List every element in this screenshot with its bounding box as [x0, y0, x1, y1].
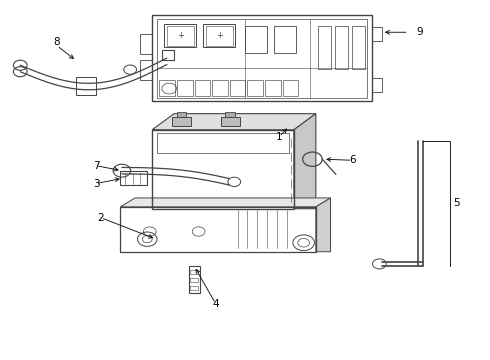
Bar: [157, 19, 367, 98]
Bar: [203, 24, 235, 47]
Bar: [157, 134, 289, 153]
Bar: [190, 278, 198, 282]
Bar: [140, 34, 152, 54]
Text: 8: 8: [53, 37, 60, 47]
Bar: [220, 117, 240, 126]
Bar: [121, 171, 147, 185]
Bar: [152, 15, 372, 101]
Text: 4: 4: [212, 299, 219, 309]
Polygon shape: [121, 198, 331, 207]
Text: 9: 9: [416, 27, 423, 37]
Bar: [190, 286, 198, 290]
Bar: [76, 77, 96, 95]
Bar: [352, 26, 365, 69]
Text: 3: 3: [93, 179, 99, 189]
Bar: [372, 27, 382, 41]
Bar: [195, 80, 210, 96]
Polygon shape: [152, 114, 316, 130]
Polygon shape: [294, 114, 316, 209]
Text: 7: 7: [93, 161, 99, 171]
Bar: [245, 26, 267, 53]
Bar: [121, 207, 316, 252]
Bar: [189, 266, 199, 293]
Bar: [212, 80, 228, 96]
Text: +: +: [177, 31, 184, 40]
Bar: [167, 26, 194, 45]
Bar: [225, 112, 235, 117]
Bar: [283, 80, 298, 96]
Bar: [177, 80, 193, 96]
Bar: [176, 112, 186, 117]
Bar: [140, 60, 152, 80]
Bar: [274, 26, 296, 53]
Bar: [335, 26, 347, 69]
Bar: [247, 80, 263, 96]
Bar: [265, 80, 281, 96]
Bar: [372, 78, 382, 93]
Text: 6: 6: [349, 155, 356, 165]
Text: 1: 1: [276, 132, 283, 142]
Bar: [190, 270, 198, 274]
Bar: [164, 24, 196, 47]
Bar: [318, 26, 331, 69]
Text: 2: 2: [98, 213, 104, 222]
Bar: [230, 80, 245, 96]
Polygon shape: [316, 198, 331, 252]
Bar: [172, 117, 191, 126]
Text: 5: 5: [453, 198, 460, 208]
Text: +: +: [216, 31, 223, 40]
Bar: [162, 50, 174, 60]
Bar: [152, 130, 294, 209]
Bar: [206, 26, 233, 45]
Bar: [159, 80, 175, 96]
